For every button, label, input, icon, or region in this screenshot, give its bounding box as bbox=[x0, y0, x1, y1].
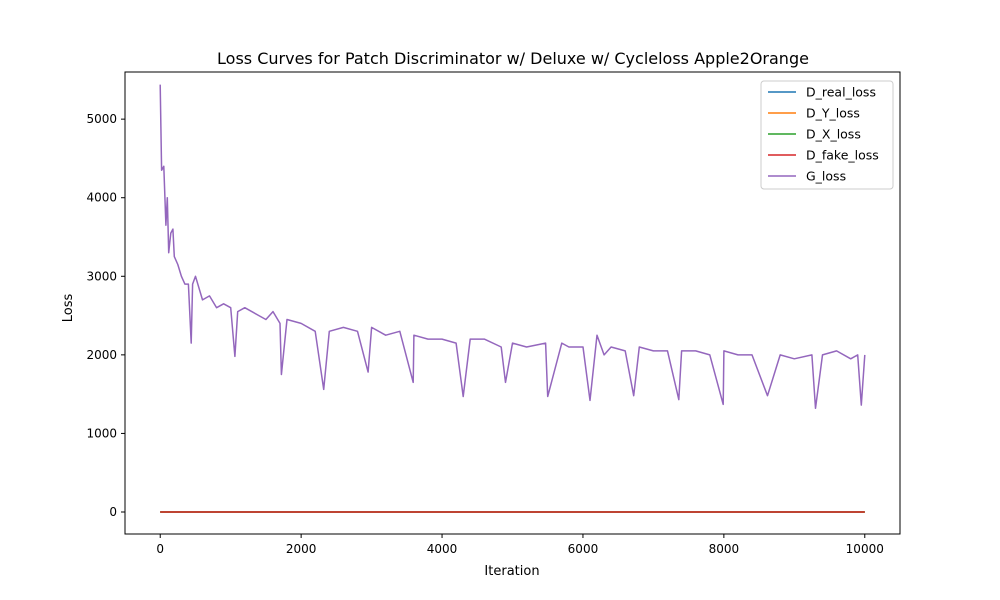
x-axis-ticks: 0 2000 4000 6000 8000 10000 bbox=[156, 534, 884, 556]
x-tick-label: 0 bbox=[156, 542, 164, 556]
plot-area-frame bbox=[124, 71, 901, 535]
x-tick-label: 2000 bbox=[286, 542, 317, 556]
y-tick-label: 2000 bbox=[86, 348, 117, 362]
x-tick-label: 6000 bbox=[568, 542, 599, 556]
chart-title: Loss Curves for Patch Discriminator w/ D… bbox=[217, 49, 809, 68]
y-tick-label: 0 bbox=[109, 505, 117, 519]
legend-label-D_real_loss: D_real_loss bbox=[806, 85, 876, 100]
legend: D_real_loss D_Y_loss D_X_loss D_fake_loss G_… bbox=[760, 80, 894, 190]
x-tick-label: 8000 bbox=[709, 542, 740, 556]
legend-label-D_X_loss: D_X_loss bbox=[806, 127, 861, 142]
x-axis-label: Iteration bbox=[484, 564, 539, 579]
series-line-G_loss bbox=[159, 84, 866, 410]
y-axis-ticks: 0 1000 2000 3000 4000 5000 bbox=[86, 112, 125, 519]
x-tick-label: 10000 bbox=[846, 542, 884, 556]
legend-label-G_loss: G_loss bbox=[806, 169, 846, 184]
x-tick-label: 4000 bbox=[427, 542, 458, 556]
y-axis-label: Loss bbox=[61, 294, 76, 323]
legend-label-D_Y_loss: D_Y_loss bbox=[806, 106, 860, 121]
y-tick-label: 4000 bbox=[86, 191, 117, 205]
plot-lines bbox=[159, 84, 866, 513]
y-tick-label: 3000 bbox=[86, 269, 117, 283]
legend-frame bbox=[760, 80, 894, 190]
y-tick-label: 5000 bbox=[86, 112, 117, 126]
y-tick-label: 1000 bbox=[86, 426, 117, 440]
legend-label-D_fake_loss: D_fake_loss bbox=[806, 148, 879, 163]
